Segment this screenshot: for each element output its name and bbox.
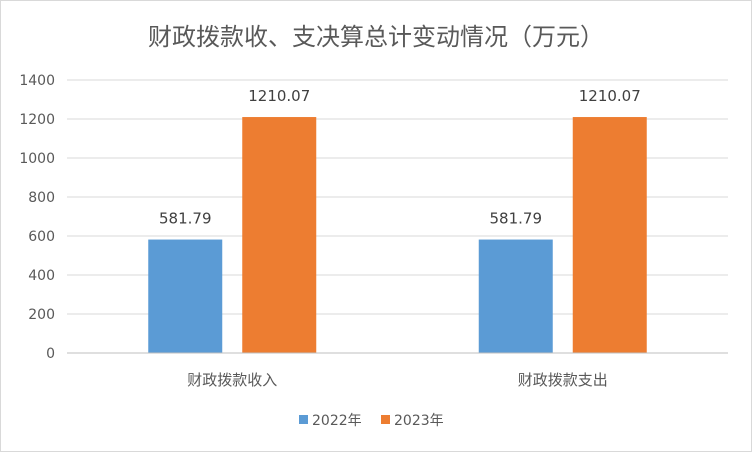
legend-label: 2023年 [394,413,444,429]
legend-swatch [299,415,308,424]
y-tick-label: 800 [28,190,55,206]
x-axis: 财政拨款收入 财政拨款支出 [67,352,728,389]
y-tick-label: 1200 [19,112,55,128]
y-tick-label: 1000 [19,151,55,167]
bars [148,117,647,353]
y-tick-label: 400 [28,268,55,284]
legend-swatch [381,415,390,424]
bar [572,117,647,353]
data-labels: 581.79 1210.07 581.79 1210.07 [159,87,641,228]
legend: 2022年 2023年 [299,413,444,429]
y-tick-label: 0 [46,346,55,362]
bar [478,239,553,353]
chart-title: 财政拨款收、支决算总计变动情况（万元） [148,23,604,51]
data-label: 581.79 [490,210,543,228]
bar [148,239,223,353]
bar [242,117,317,353]
y-tick-label: 200 [28,307,55,323]
y-axis: 0 200 400 600 800 1000 1200 1400 [19,73,55,362]
y-tick-label: 600 [28,229,55,245]
data-label: 1210.07 [248,87,310,105]
x-category-label: 财政拨款收入 [187,371,277,389]
legend-label: 2022年 [312,413,362,429]
x-category-label: 财政拨款支出 [518,371,608,389]
data-label: 1210.07 [579,87,641,105]
data-label: 581.79 [159,210,212,228]
y-tick-label: 1400 [19,73,55,89]
